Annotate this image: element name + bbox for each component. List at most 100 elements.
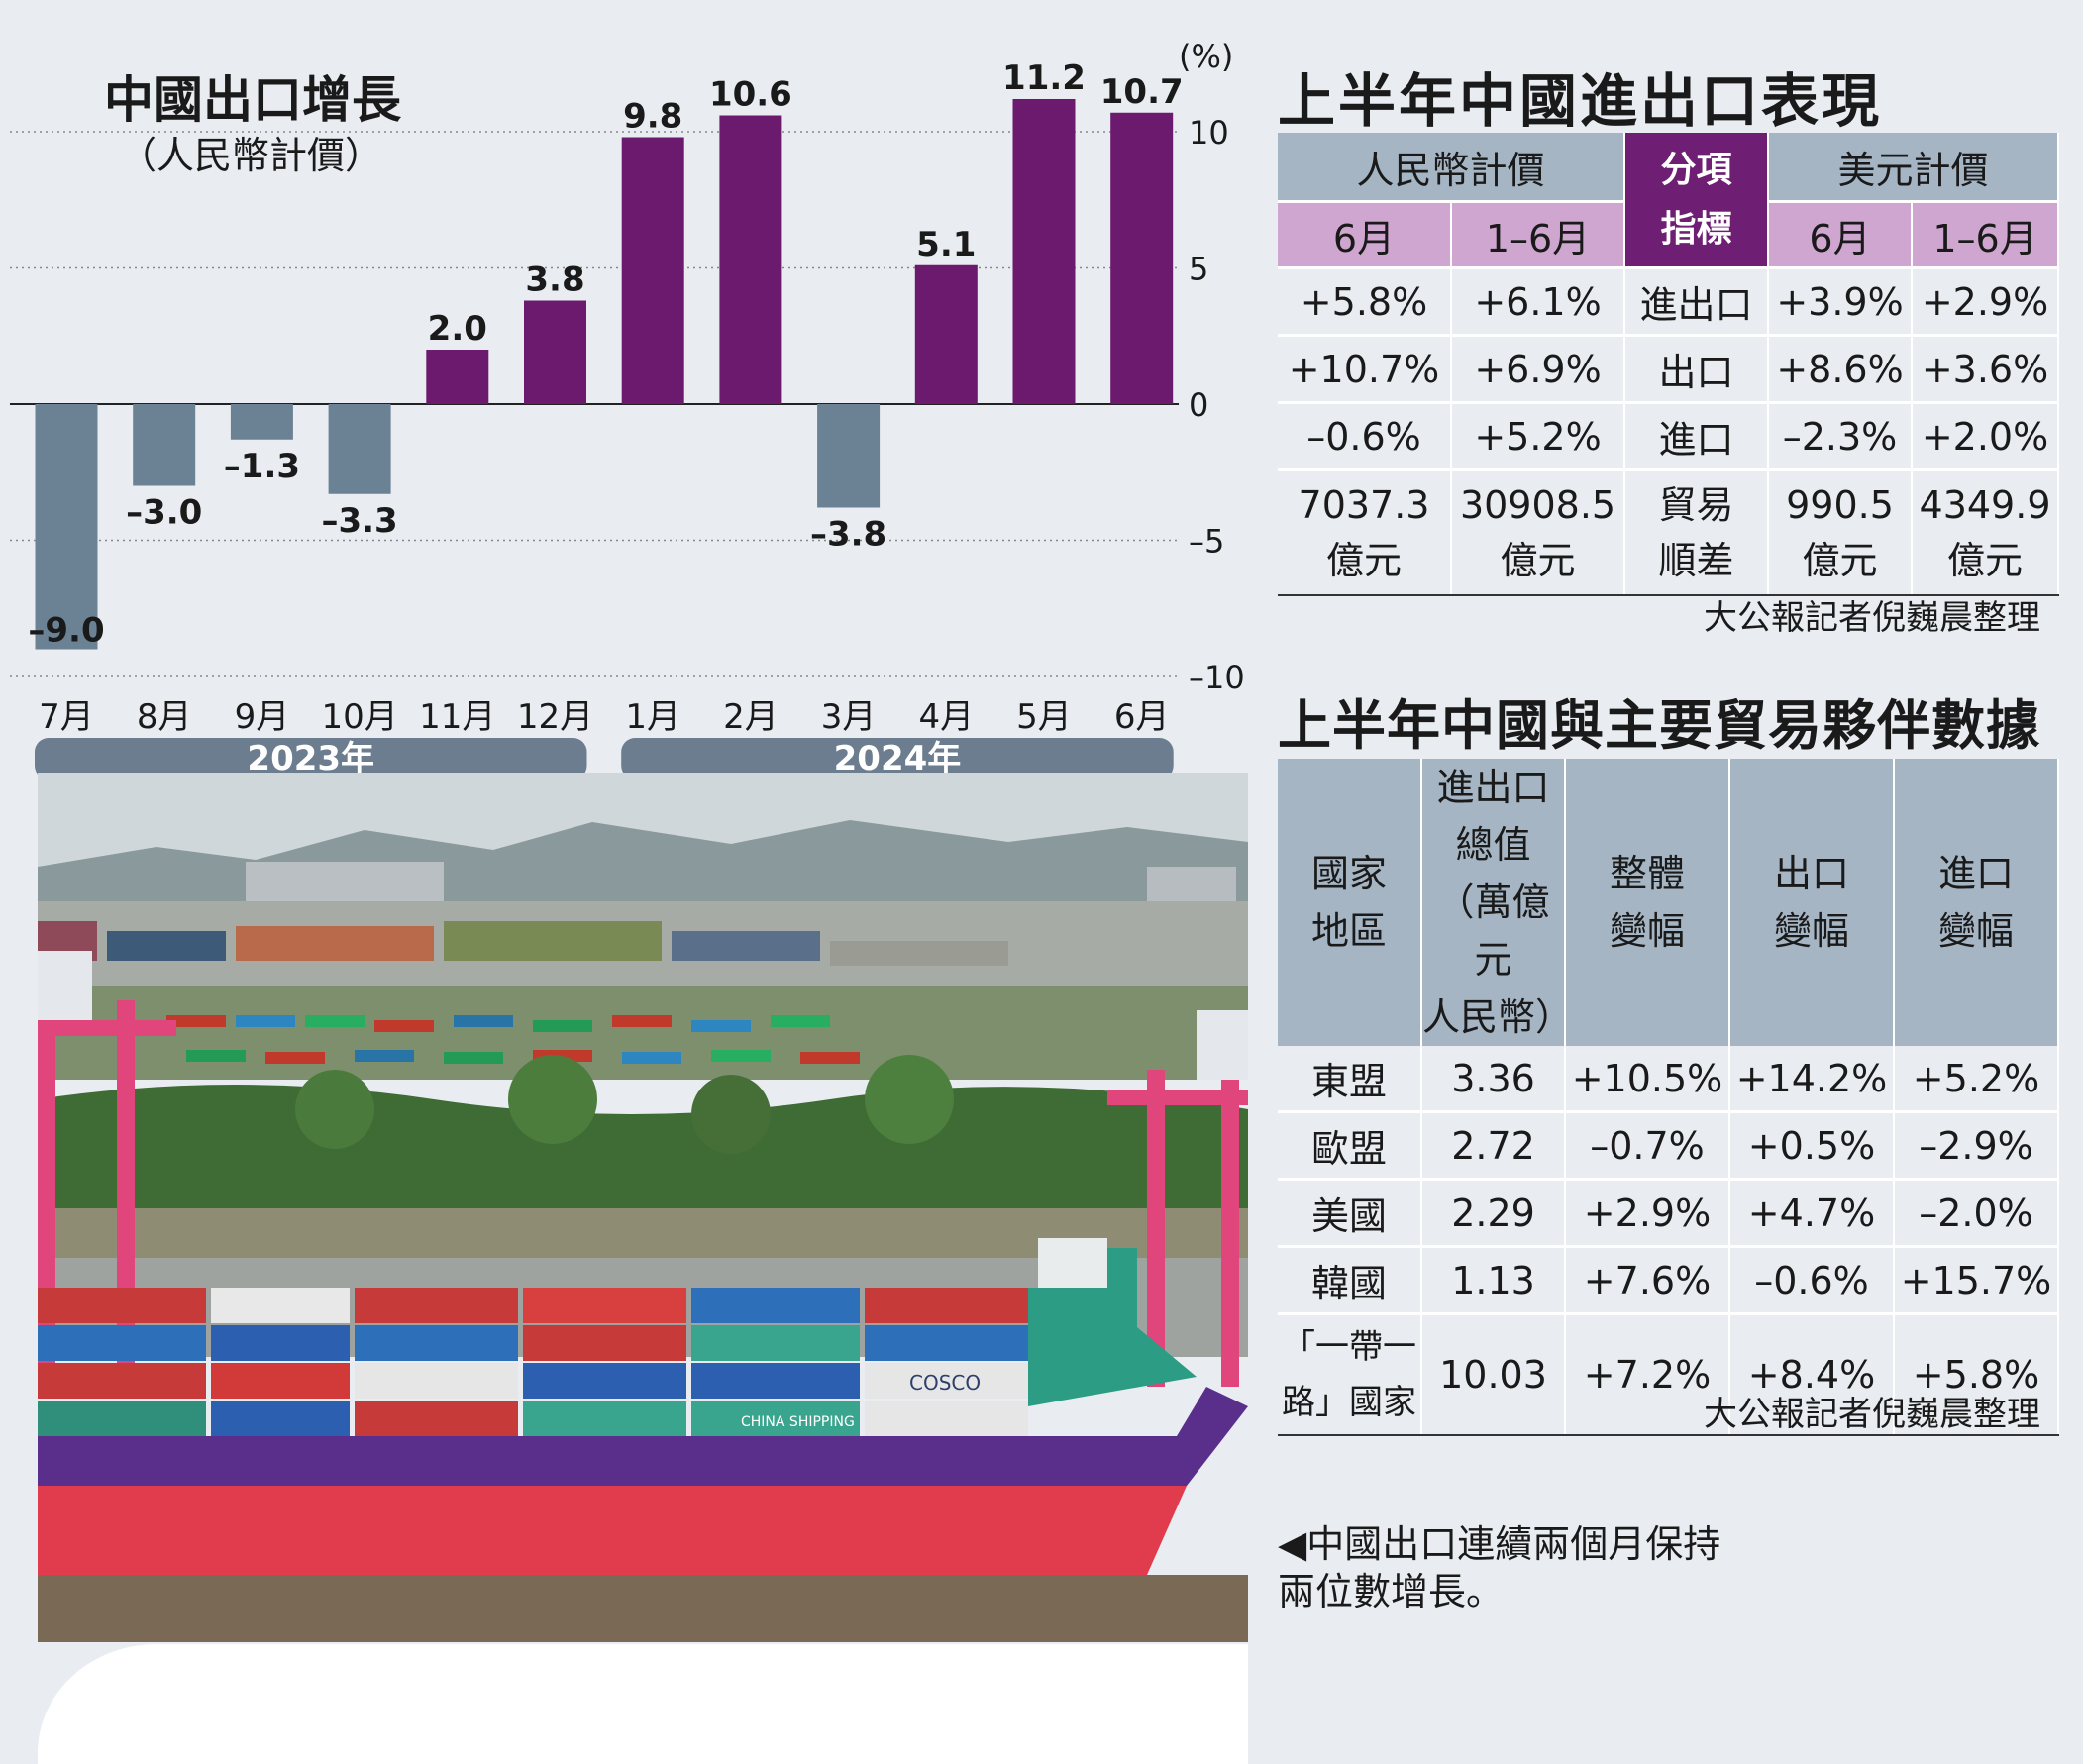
bar: [426, 350, 489, 404]
cell-line: 億元: [1802, 539, 1878, 582]
bar-value-label: –1.3: [224, 447, 300, 486]
header-line: 國家: [1310, 852, 1387, 895]
x-tick-label: 8月: [137, 697, 192, 737]
cell-line: 30908.5: [1459, 483, 1616, 527]
caption-line: ◀中國出口連續兩個月保持: [1278, 1522, 1721, 1566]
cell: 韓國: [1278, 1246, 1422, 1315]
bar: [35, 404, 98, 650]
x-tick-label: 3月: [821, 697, 877, 737]
cell: +15.7%: [1894, 1246, 2059, 1315]
table2-credit: 大公報記者倪巍晨整理: [1704, 1395, 2040, 1434]
bar: [719, 115, 782, 404]
header-line: 整體: [1609, 852, 1685, 895]
chart-subtitle: （人民幣計價）: [119, 134, 382, 177]
cell: +5.2%: [1451, 402, 1626, 471]
cell-line: 順差: [1658, 539, 1734, 582]
cell-line: 億元: [1325, 539, 1402, 582]
header-line: 變幅: [1609, 909, 1685, 953]
cell: 東盟: [1278, 1046, 1422, 1113]
cell: +5.8%: [1278, 267, 1452, 337]
cell: +14.2%: [1729, 1046, 1895, 1113]
bar: [914, 264, 978, 404]
bar: [133, 404, 196, 486]
cosco-label: COSCO: [909, 1371, 981, 1395]
bar-value-label: 10.7: [1100, 72, 1184, 112]
cell: –0.6%: [1278, 402, 1452, 471]
table1-title: 上半年中國進出口表現: [1278, 67, 1883, 135]
x-tick-label: 5月: [1016, 697, 1072, 737]
header-line: 出口: [1773, 852, 1849, 895]
gantry-crane-right: [1107, 1010, 1248, 1387]
yard-containers: [166, 1015, 860, 1064]
cell: –2.0%: [1894, 1179, 2059, 1248]
cell: 美國: [1278, 1179, 1422, 1248]
cell: 7037.3 億元: [1278, 469, 1452, 596]
cell: –2.3%: [1768, 402, 1914, 471]
cell-line: 7037.3: [1298, 483, 1430, 527]
bar: [621, 137, 684, 404]
cell: 歐盟: [1278, 1111, 1422, 1181]
cell: +6.9%: [1451, 335, 1626, 404]
year-group-label: 2024年: [834, 739, 962, 778]
ship-containers: [38, 1288, 1028, 1436]
table2-title: 上半年中國與主要貿易夥伴數據: [1278, 694, 2040, 757]
year-group-band: [621, 738, 1174, 779]
table-row: 7037.3 億元 30908.5 億元 貿易 順差 990.5 億元 4349.9 億元: [1278, 469, 2060, 596]
x-tick-label: 9月: [235, 697, 290, 737]
item-header: 分項指標: [1624, 133, 1770, 269]
chart-title: 中國出口增長: [104, 71, 402, 129]
cell: +3.6%: [1912, 335, 2060, 404]
gantry-crane-left: [38, 951, 176, 1367]
cell: 出口: [1624, 335, 1770, 404]
header-total: 進出口 總值 （萬億元 人民幣）: [1421, 759, 1573, 1046]
sub-header-usd-jun: 6月: [1768, 201, 1914, 269]
photo-caption: ◀中國出口連續兩個月保持 兩位數增長。: [1278, 1520, 1793, 1615]
port-photo: COSCO CHINA SHIPPING: [38, 773, 1248, 1642]
export-growth-chart: 中國出口增長 （人民幣計價） (%) 10 5 0 –5 –10 –9.0 7月 –3.0 8…: [10, 38, 1245, 779]
cell: 「一帶一 路」國家: [1278, 1313, 1422, 1436]
table1-credit: 大公報記者倪巍晨整理: [1704, 598, 2040, 638]
y-tick-label: 10: [1189, 114, 1229, 152]
table-row: 「一帶一 路」國家 10.03 +7.2% +8.4% +5.8%: [1278, 1313, 2059, 1436]
cell: +2.9%: [1565, 1179, 1730, 1248]
year-group-bars: 2023年 2024年: [35, 738, 1174, 779]
year-group-band: [35, 738, 587, 779]
bar: [328, 404, 391, 494]
caption-line: 兩位數增長。: [1278, 1570, 1505, 1613]
sub-header-rmb-jun: 6月: [1278, 201, 1452, 269]
bar-value-label: –3.3: [321, 501, 397, 541]
cell: 2.29: [1421, 1179, 1566, 1248]
cell: 3.36: [1421, 1046, 1566, 1113]
header-line: 進出口: [1436, 766, 1550, 809]
table-row: 美國 2.29 +2.9% +4.7% –2.0%: [1278, 1179, 2059, 1248]
header-import: 進口 變幅: [1894, 759, 2059, 1046]
bar-value-label: 11.2: [1002, 58, 1086, 98]
header-region: 國家 地區: [1278, 759, 1422, 1046]
bar-value-label: 9.8: [623, 97, 682, 137]
cell: +8.6%: [1768, 335, 1914, 404]
cell: +7.6%: [1565, 1246, 1730, 1315]
bar: [230, 404, 293, 440]
cell: +10.5%: [1565, 1046, 1730, 1113]
cell-line: 「一帶一: [1282, 1327, 1416, 1367]
cell: 貿易 順差: [1624, 469, 1770, 596]
item-header-text: 分項指標: [1660, 149, 1732, 250]
header-overall: 整體 變幅: [1565, 759, 1730, 1046]
cell: +5.8%: [1894, 1313, 2059, 1436]
bar: [1110, 112, 1174, 404]
cell: +2.0%: [1912, 402, 2060, 471]
usd-group-header: 美元計價: [1768, 133, 2060, 203]
bar-value-label: 10.6: [709, 75, 792, 115]
cell: +3.9%: [1768, 267, 1914, 337]
cell: +6.1%: [1451, 267, 1626, 337]
cell-line: 4349.9: [1919, 483, 2051, 527]
photo-bottom-white-band: [38, 1644, 1248, 1764]
header-line: 變幅: [1773, 909, 1849, 953]
table-row: 東盟 3.36 +10.5% +14.2% +5.2%: [1278, 1046, 2059, 1113]
cell: +0.5%: [1729, 1111, 1895, 1181]
bar-value-label: 5.1: [916, 225, 976, 264]
x-tick-label: 2月: [723, 697, 779, 737]
chart-unit: (%): [1179, 38, 1233, 75]
cell: +2.9%: [1912, 267, 2060, 337]
bar-value-label: –9.0: [28, 611, 104, 651]
